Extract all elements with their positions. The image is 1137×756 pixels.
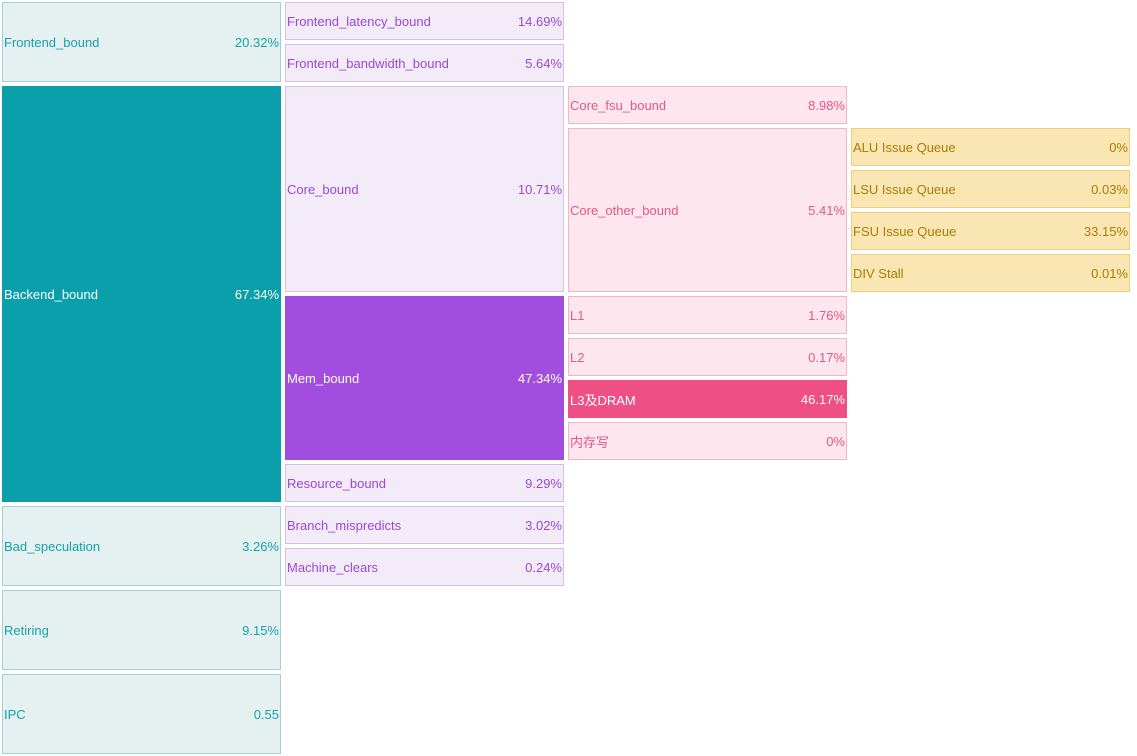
node-machine-clears[interactable]: Machine_clears 0.24% <box>285 548 564 586</box>
node-label: Branch_mispredicts <box>287 517 402 533</box>
node-fsu-issue-queue[interactable]: FSU Issue Queue 33.15% <box>851 212 1130 250</box>
node-retiring[interactable]: Retiring 9.15% <box>2 590 281 670</box>
node-core-fsu-bound[interactable]: Core_fsu_bound 8.98% <box>568 86 847 124</box>
node-backend-bound[interactable]: Backend_bound 67.34% <box>2 86 281 502</box>
node-label: Bad_speculation <box>4 538 101 554</box>
node-l1[interactable]: L1 1.76% <box>568 296 847 334</box>
node-bad-speculation[interactable]: Bad_speculation 3.26% <box>2 506 281 586</box>
node-value: 0.24% <box>525 559 562 575</box>
node-value: 0.03% <box>1091 181 1128 197</box>
node-label: Machine_clears <box>287 559 379 575</box>
node-value: 5.41% <box>808 202 845 218</box>
node-value: 0% <box>826 433 845 449</box>
node-label: L2 <box>570 349 585 365</box>
node-label: Retiring <box>4 622 49 638</box>
node-label: L3及DRAM <box>570 392 636 408</box>
node-label: Core_fsu_bound <box>570 97 667 113</box>
node-label: L1 <box>570 307 585 323</box>
node-value: 33.15% <box>1083 223 1128 239</box>
node-label: IPC <box>4 706 26 722</box>
node-frontend-bound[interactable]: Frontend_bound 20.32% <box>2 2 281 82</box>
node-l3-dram[interactable]: L3及DRAM 46.17% <box>568 380 847 418</box>
node-label: Frontend_bound <box>4 34 100 50</box>
node-lsu-issue-queue[interactable]: LSU Issue Queue 0.03% <box>851 170 1130 208</box>
node-label: FSU Issue Queue <box>853 223 957 239</box>
node-frontend-bandwidth-bound[interactable]: Frontend_bandwidth_bound 5.64% <box>285 44 564 82</box>
node-label: Resource_bound <box>287 475 387 491</box>
node-value: 9.15% <box>242 622 279 638</box>
node-label: Core_other_bound <box>570 202 679 218</box>
node-l2[interactable]: L2 0.17% <box>568 338 847 376</box>
node-branch-mispredicts[interactable]: Branch_mispredicts 3.02% <box>285 506 564 544</box>
node-value: 67.34% <box>234 286 279 302</box>
node-mem-write[interactable]: 内存写 0% <box>568 422 847 460</box>
node-resource-bound[interactable]: Resource_bound 9.29% <box>285 464 564 502</box>
node-label: DIV Stall <box>853 265 904 281</box>
node-core-other-bound[interactable]: Core_other_bound 5.41% <box>568 128 847 292</box>
node-mem-bound[interactable]: Mem_bound 47.34% <box>285 296 564 460</box>
node-value: 46.17% <box>800 391 845 407</box>
node-value: 0.17% <box>808 349 845 365</box>
node-label: ALU Issue Queue <box>853 139 956 155</box>
node-value: 9.29% <box>525 475 562 491</box>
node-value: 0.01% <box>1091 265 1128 281</box>
node-value: 10.71% <box>517 181 562 197</box>
node-label: LSU Issue Queue <box>853 181 956 197</box>
node-alu-issue-queue[interactable]: ALU Issue Queue 0% <box>851 128 1130 166</box>
node-value: 3.26% <box>242 538 279 554</box>
node-value: 1.76% <box>808 307 845 323</box>
node-label: Backend_bound <box>4 286 98 302</box>
node-label: 内存写 <box>570 434 610 450</box>
node-label: Core_bound <box>287 181 359 197</box>
node-div-stall[interactable]: DIV Stall 0.01% <box>851 254 1130 292</box>
node-value: 20.32% <box>234 34 279 50</box>
node-value: 5.64% <box>525 55 562 71</box>
node-value: 14.69% <box>517 13 562 29</box>
node-ipc[interactable]: IPC 0.55 <box>2 674 281 754</box>
node-value: 8.98% <box>808 97 845 113</box>
node-label: Mem_bound <box>287 370 360 386</box>
node-label: Frontend_bandwidth_bound <box>287 55 449 71</box>
node-value: 0.55 <box>253 706 279 722</box>
node-core-bound[interactable]: Core_bound 10.71% <box>285 86 564 292</box>
node-value: 3.02% <box>525 517 562 533</box>
node-label: Frontend_latency_bound <box>287 13 431 29</box>
node-frontend-latency-bound[interactable]: Frontend_latency_bound 14.69% <box>285 2 564 40</box>
node-value: 47.34% <box>517 370 562 386</box>
node-value: 0% <box>1109 139 1128 155</box>
